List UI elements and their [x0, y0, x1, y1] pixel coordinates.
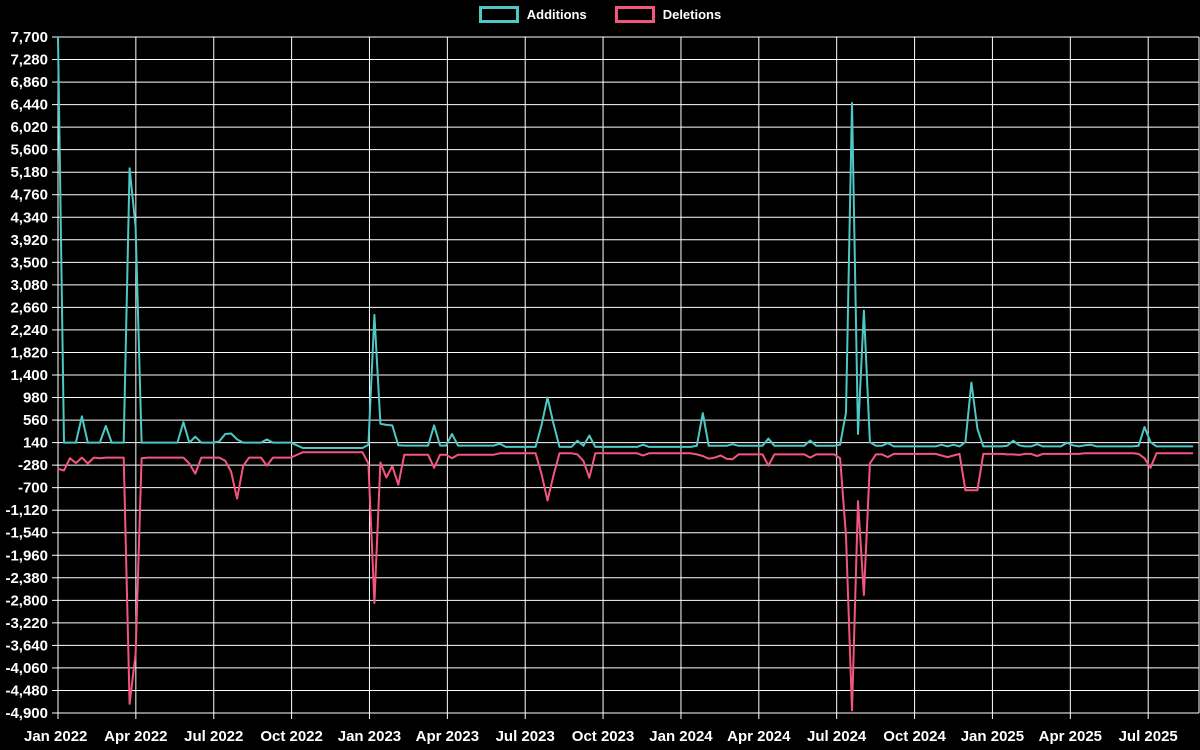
legend-label-deletions: Deletions — [662, 7, 722, 22]
y-axis-tick-label: 3,080 — [10, 277, 48, 294]
legend-item-deletions[interactable]: Deletions — [614, 6, 722, 23]
x-axis-tick-label: Apr 2025 — [1039, 728, 1102, 745]
y-axis-tick-label: 4,340 — [10, 209, 48, 226]
x-axis-tick-label: Jan 2025 — [961, 728, 1024, 745]
y-axis-tick-label: 7,700 — [10, 29, 48, 46]
y-axis-tick-label: 1,820 — [10, 344, 48, 361]
y-axis-tick-label: -1,540 — [5, 525, 48, 542]
y-axis-tick-label: -4,480 — [5, 682, 48, 699]
y-axis-tick-label: 6,860 — [10, 74, 48, 91]
y-axis-tick-label: 3,920 — [10, 232, 48, 249]
y-axis-tick-label: 1,400 — [10, 367, 48, 384]
y-axis-tick-label: 560 — [23, 412, 48, 429]
y-axis-tick-label: 2,240 — [10, 322, 48, 339]
series-line-additions — [57, 36, 1194, 449]
y-axis-tick-label: -280 — [18, 457, 48, 474]
y-axis-tick-label: 6,020 — [10, 119, 48, 136]
y-axis-tick-label: 6,440 — [10, 97, 48, 114]
legend-item-additions[interactable]: Additions — [478, 6, 587, 23]
x-axis-tick-label: Apr 2023 — [416, 728, 479, 745]
deletions-swatch-icon — [614, 6, 655, 23]
y-axis-tick-label: 5,180 — [10, 164, 48, 181]
y-axis-tick-label: -1,120 — [5, 502, 48, 519]
x-axis-tick-label: Apr 2024 — [727, 728, 791, 745]
legend-label-additions: Additions — [526, 7, 587, 22]
x-axis-tick-label: Jul 2024 — [807, 728, 867, 745]
chart-legend: Additions Deletions — [0, 6, 1200, 23]
additions-swatch-icon — [478, 6, 519, 23]
x-axis-tick-label: Jul 2025 — [1119, 728, 1178, 745]
y-axis-tick-label: 7,280 — [10, 52, 48, 69]
x-axis-tick-label: Oct 2022 — [260, 728, 323, 745]
y-axis-tick-label: -4,060 — [5, 660, 48, 677]
y-axis-tick-label: -3,640 — [5, 637, 48, 654]
y-axis-tick-label: -4,900 — [5, 705, 48, 722]
y-axis-tick-label: 5,600 — [10, 142, 48, 159]
y-axis-tick-label: -3,220 — [5, 615, 48, 632]
x-axis-tick-label: Oct 2024 — [883, 728, 946, 745]
x-axis-tick-label: Jan 2024 — [649, 728, 713, 745]
x-axis-tick-label: Jul 2023 — [496, 728, 555, 745]
y-axis-tick-label: -700 — [18, 480, 48, 497]
x-axis-tick-label: Oct 2023 — [572, 728, 635, 745]
y-axis-tick-label: -2,380 — [5, 570, 48, 587]
series-line-deletions — [57, 451, 1194, 712]
y-axis-tick-label: 140 — [23, 435, 48, 452]
y-axis-tick-label: 2,660 — [10, 299, 48, 316]
y-axis-tick-label: 980 — [23, 390, 48, 407]
y-axis-tick-label: -2,800 — [5, 592, 48, 609]
x-axis-tick-label: Apr 2022 — [104, 728, 167, 745]
x-axis-tick-label: Jul 2022 — [184, 728, 243, 745]
y-axis-tick-label: 4,760 — [10, 187, 48, 204]
x-axis-tick-label: Jan 2023 — [338, 728, 401, 745]
y-axis-tick-label: 3,500 — [10, 254, 48, 271]
x-axis-tick-label: Jan 2022 — [24, 728, 87, 745]
y-axis-tick-label: -1,960 — [5, 547, 48, 564]
